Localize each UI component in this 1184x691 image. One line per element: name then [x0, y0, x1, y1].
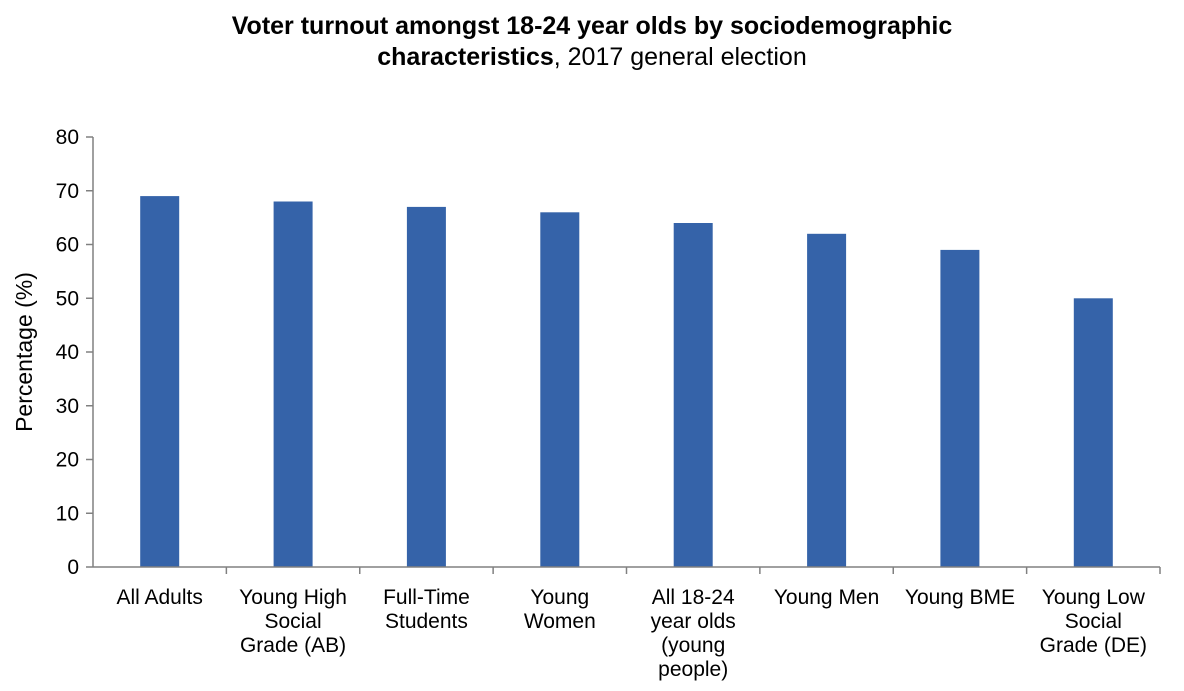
chart-title-rest: , 2017 general election — [553, 43, 807, 71]
bar — [673, 223, 713, 567]
x-category-label-line: Social — [1065, 610, 1122, 633]
x-category-label: All 18-24 year olds (young people) — [651, 586, 736, 681]
x-category-label: Young Low Social Grade (DE) — [1040, 586, 1147, 657]
bar — [406, 206, 446, 567]
x-category-label-line: Grade (AB) — [240, 634, 346, 657]
bar — [540, 212, 580, 568]
y-tick-label: 30 — [56, 395, 79, 418]
x-category-label-line: (young — [661, 634, 725, 657]
y-tick-label: 20 — [56, 449, 79, 472]
x-category-label: Full-Time Students — [383, 586, 470, 633]
x-category-label-line: Young BME — [905, 586, 1015, 609]
x-category-label: Young Men — [774, 586, 879, 609]
x-category-label: Young Women — [524, 586, 596, 633]
x-category-label-line: Students — [385, 610, 468, 633]
bars-group — [140, 196, 1113, 568]
x-category-label-line: Young — [530, 586, 589, 609]
x-category-label-line: Grade (DE) — [1040, 634, 1147, 657]
chart-title-bold-part: characteristics — [377, 43, 554, 71]
bar — [807, 233, 847, 568]
y-tick-label: 40 — [56, 341, 79, 364]
bar — [273, 201, 313, 567]
y-tick-label: 80 — [56, 126, 79, 149]
x-category-label: Young High Social Grade (AB) — [239, 586, 347, 657]
x-category-label-line: Young Low — [1042, 586, 1146, 609]
x-category-label-line: Social — [264, 610, 321, 633]
y-tick-label: 60 — [56, 234, 79, 257]
x-category-label: Young BME — [905, 586, 1015, 609]
x-category-label-line: All Adults — [116, 586, 202, 609]
y-axis-title: Percentage (%) — [11, 272, 37, 432]
bar — [1073, 298, 1113, 568]
x-category-label-line: Women — [524, 610, 596, 633]
y-tick-label: 10 — [56, 502, 79, 525]
axes-group — [86, 136, 1161, 574]
x-category-label: All Adults — [116, 586, 202, 609]
x-category-labels-group: All Adults Young High Social Grade (AB)Full… — [116, 586, 1147, 681]
chart-title-line1: Voter turnout amongst 18-24 year olds by… — [231, 12, 953, 40]
x-category-label-line: Full-Time — [383, 586, 470, 609]
x-category-label-line: Young Men — [774, 586, 879, 609]
y-tick-labels-group: 0 10 20 30 40 50 60 70 80 — [56, 126, 79, 579]
x-category-label-line: year olds — [651, 610, 736, 633]
y-tick-label: 0 — [67, 556, 79, 579]
bar — [940, 249, 980, 567]
y-tick-label: 70 — [56, 180, 79, 203]
bar — [140, 196, 180, 567]
x-category-label-line: Young High — [239, 586, 347, 609]
x-category-label-line: All 18-24 — [652, 586, 735, 609]
chart-title-line2: characteristics, 2017 general election — [0, 42, 1184, 73]
y-tick-label: 50 — [56, 287, 79, 310]
x-category-label-line: people) — [658, 658, 728, 681]
